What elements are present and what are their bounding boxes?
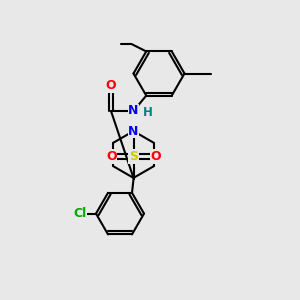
Text: O: O xyxy=(106,79,116,92)
Text: S: S xyxy=(129,150,138,163)
Text: Cl: Cl xyxy=(73,207,86,220)
Text: O: O xyxy=(106,150,117,163)
Text: O: O xyxy=(150,150,161,163)
Text: H: H xyxy=(143,106,153,119)
Text: N: N xyxy=(128,104,139,118)
Text: N: N xyxy=(128,124,139,138)
